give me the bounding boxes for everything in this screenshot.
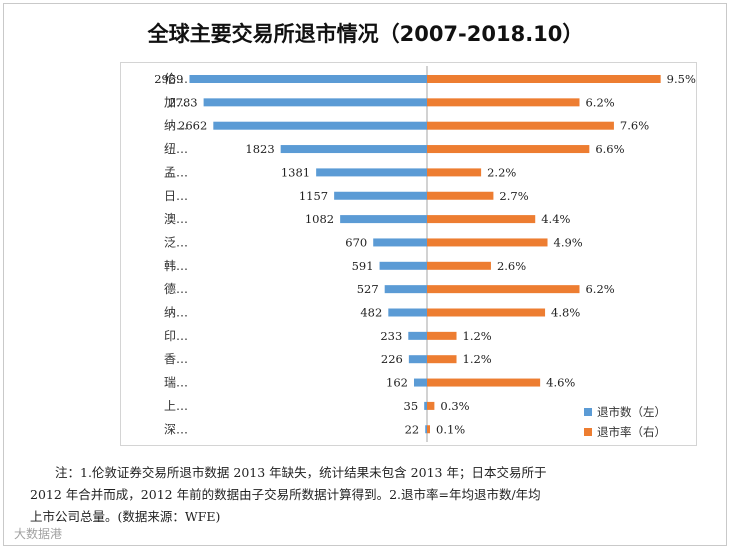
- bar-delist-count: [340, 215, 427, 224]
- bar-delist-count: [280, 145, 427, 154]
- bar-delist-count: [316, 168, 427, 177]
- bar-delist-count: [213, 121, 427, 130]
- category-label: 日…: [164, 189, 188, 203]
- data-label-rate: 2.6%: [497, 259, 526, 273]
- data-label-rate: 2.2%: [487, 165, 516, 179]
- data-label-count: 1157: [299, 189, 328, 203]
- bar-delist-count: [413, 378, 427, 387]
- bar-delist-rate: [427, 285, 580, 294]
- category-label: 印…: [164, 329, 188, 343]
- bar-delist-count: [424, 401, 427, 410]
- data-label-rate: 7.6%: [620, 119, 649, 133]
- bar-delist-count: [408, 355, 427, 364]
- footnote-line-3: 上市公司总量。(数据来源：WFE): [30, 509, 221, 524]
- data-label-rate: 4.4%: [541, 212, 570, 226]
- bar-delist-rate: [427, 425, 430, 434]
- category-label: 韩…: [164, 258, 188, 273]
- data-label-count: 226: [381, 352, 403, 366]
- footnote-line-1: 注：1.伦敦证券交易所退市数据 2013 年缺失，统计结果未包含 2013 年；…: [55, 465, 547, 480]
- category-label: 纳…: [164, 119, 188, 133]
- legend-swatch-rate: [584, 428, 592, 436]
- bar-delist-rate: [427, 378, 541, 387]
- legend-label-count: 退市数（左）: [597, 405, 666, 419]
- category-label: 德…: [164, 281, 188, 296]
- category-label: 加…: [164, 95, 188, 109]
- bar-delist-count: [189, 75, 427, 83]
- data-label-rate: 4.9%: [554, 235, 583, 249]
- category-label: 纳…: [164, 306, 188, 320]
- chart-title: 全球主要交易所退市情况（2007-2018.10）: [147, 22, 584, 46]
- data-label-rate: 6.2%: [585, 282, 614, 296]
- bar-delist-rate: [427, 355, 457, 364]
- bar-delist-count: [373, 238, 427, 247]
- data-label-rate: 6.6%: [595, 142, 624, 156]
- data-label-count: 162: [386, 376, 408, 390]
- bar-delist-rate: [427, 121, 614, 130]
- watermark-logo: 大数据港: [14, 527, 63, 541]
- legend-swatch-count: [584, 408, 592, 416]
- bar-delist-rate: [427, 308, 546, 317]
- bar-delist-count: [334, 191, 427, 200]
- data-label-count: 482: [360, 306, 382, 320]
- category-label: 纽…: [164, 142, 188, 156]
- bar-delist-count: [425, 425, 427, 434]
- footnote: 注：1.伦敦证券交易所退市数据 2013 年缺失，统计结果未包含 2013 年；…: [30, 462, 700, 528]
- data-label-count: 591: [352, 259, 374, 273]
- category-label: 香…: [164, 352, 188, 366]
- data-label-count: 2959: [154, 72, 183, 86]
- data-label-count: 1381: [281, 165, 310, 179]
- bar-delist-rate: [427, 331, 457, 340]
- bar-delist-count: [384, 285, 427, 294]
- data-label-count: 1082: [305, 212, 334, 226]
- category-label: 伦…: [164, 71, 188, 86]
- data-label-rate: 4.8%: [551, 306, 580, 320]
- bar-delist-rate: [427, 168, 482, 177]
- category-label: 深…: [164, 422, 188, 436]
- data-label-count: 35: [404, 399, 419, 413]
- plot-area: [120, 62, 697, 446]
- bar-delist-count: [408, 331, 427, 340]
- data-label-rate: 0.3%: [440, 399, 469, 413]
- data-label-rate: 1.2%: [463, 329, 492, 343]
- data-label-count: 527: [357, 282, 379, 296]
- bar-delist-rate: [427, 238, 548, 247]
- bar-delist-count: [388, 308, 427, 317]
- category-label: 瑞…: [164, 376, 188, 390]
- data-label-rate: 6.2%: [585, 95, 614, 109]
- bar-delist-count: [379, 261, 427, 270]
- bar-delist-rate: [427, 261, 491, 270]
- data-label-rate: 4.6%: [546, 376, 575, 390]
- data-label-count: 670: [345, 235, 367, 249]
- data-label-count: 2783: [168, 95, 197, 109]
- bar-delist-rate: [427, 98, 580, 107]
- bar-delist-rate: [427, 145, 590, 154]
- category-label: 上…: [164, 399, 188, 413]
- data-label-count: 22: [405, 422, 420, 436]
- data-label-rate: 0.1%: [436, 422, 465, 436]
- category-label: 澳…: [164, 212, 188, 226]
- data-label-rate: 9.5%: [667, 72, 696, 86]
- category-label: 孟…: [164, 165, 188, 179]
- bar-delist-rate: [427, 401, 435, 410]
- bar-delist-rate: [427, 215, 536, 224]
- data-label-rate: 1.2%: [463, 352, 492, 366]
- bar-delist-count: [203, 98, 427, 107]
- data-label-rate: 2.7%: [499, 189, 528, 203]
- footnote-line-2: 2012 年合并而成，2012 年前的数据由子交易所数据计算得到。2.退市率=年…: [30, 487, 541, 502]
- category-label: 泛…: [164, 235, 188, 249]
- bar-delist-rate: [427, 75, 661, 83]
- data-label-count: 2662: [178, 119, 207, 133]
- bar-delist-rate: [427, 191, 494, 200]
- figure-frame: [3, 3, 727, 546]
- data-label-count: 1823: [245, 142, 274, 156]
- legend-label-rate: 退市率（右）: [597, 425, 666, 439]
- data-label-count: 233: [380, 329, 402, 343]
